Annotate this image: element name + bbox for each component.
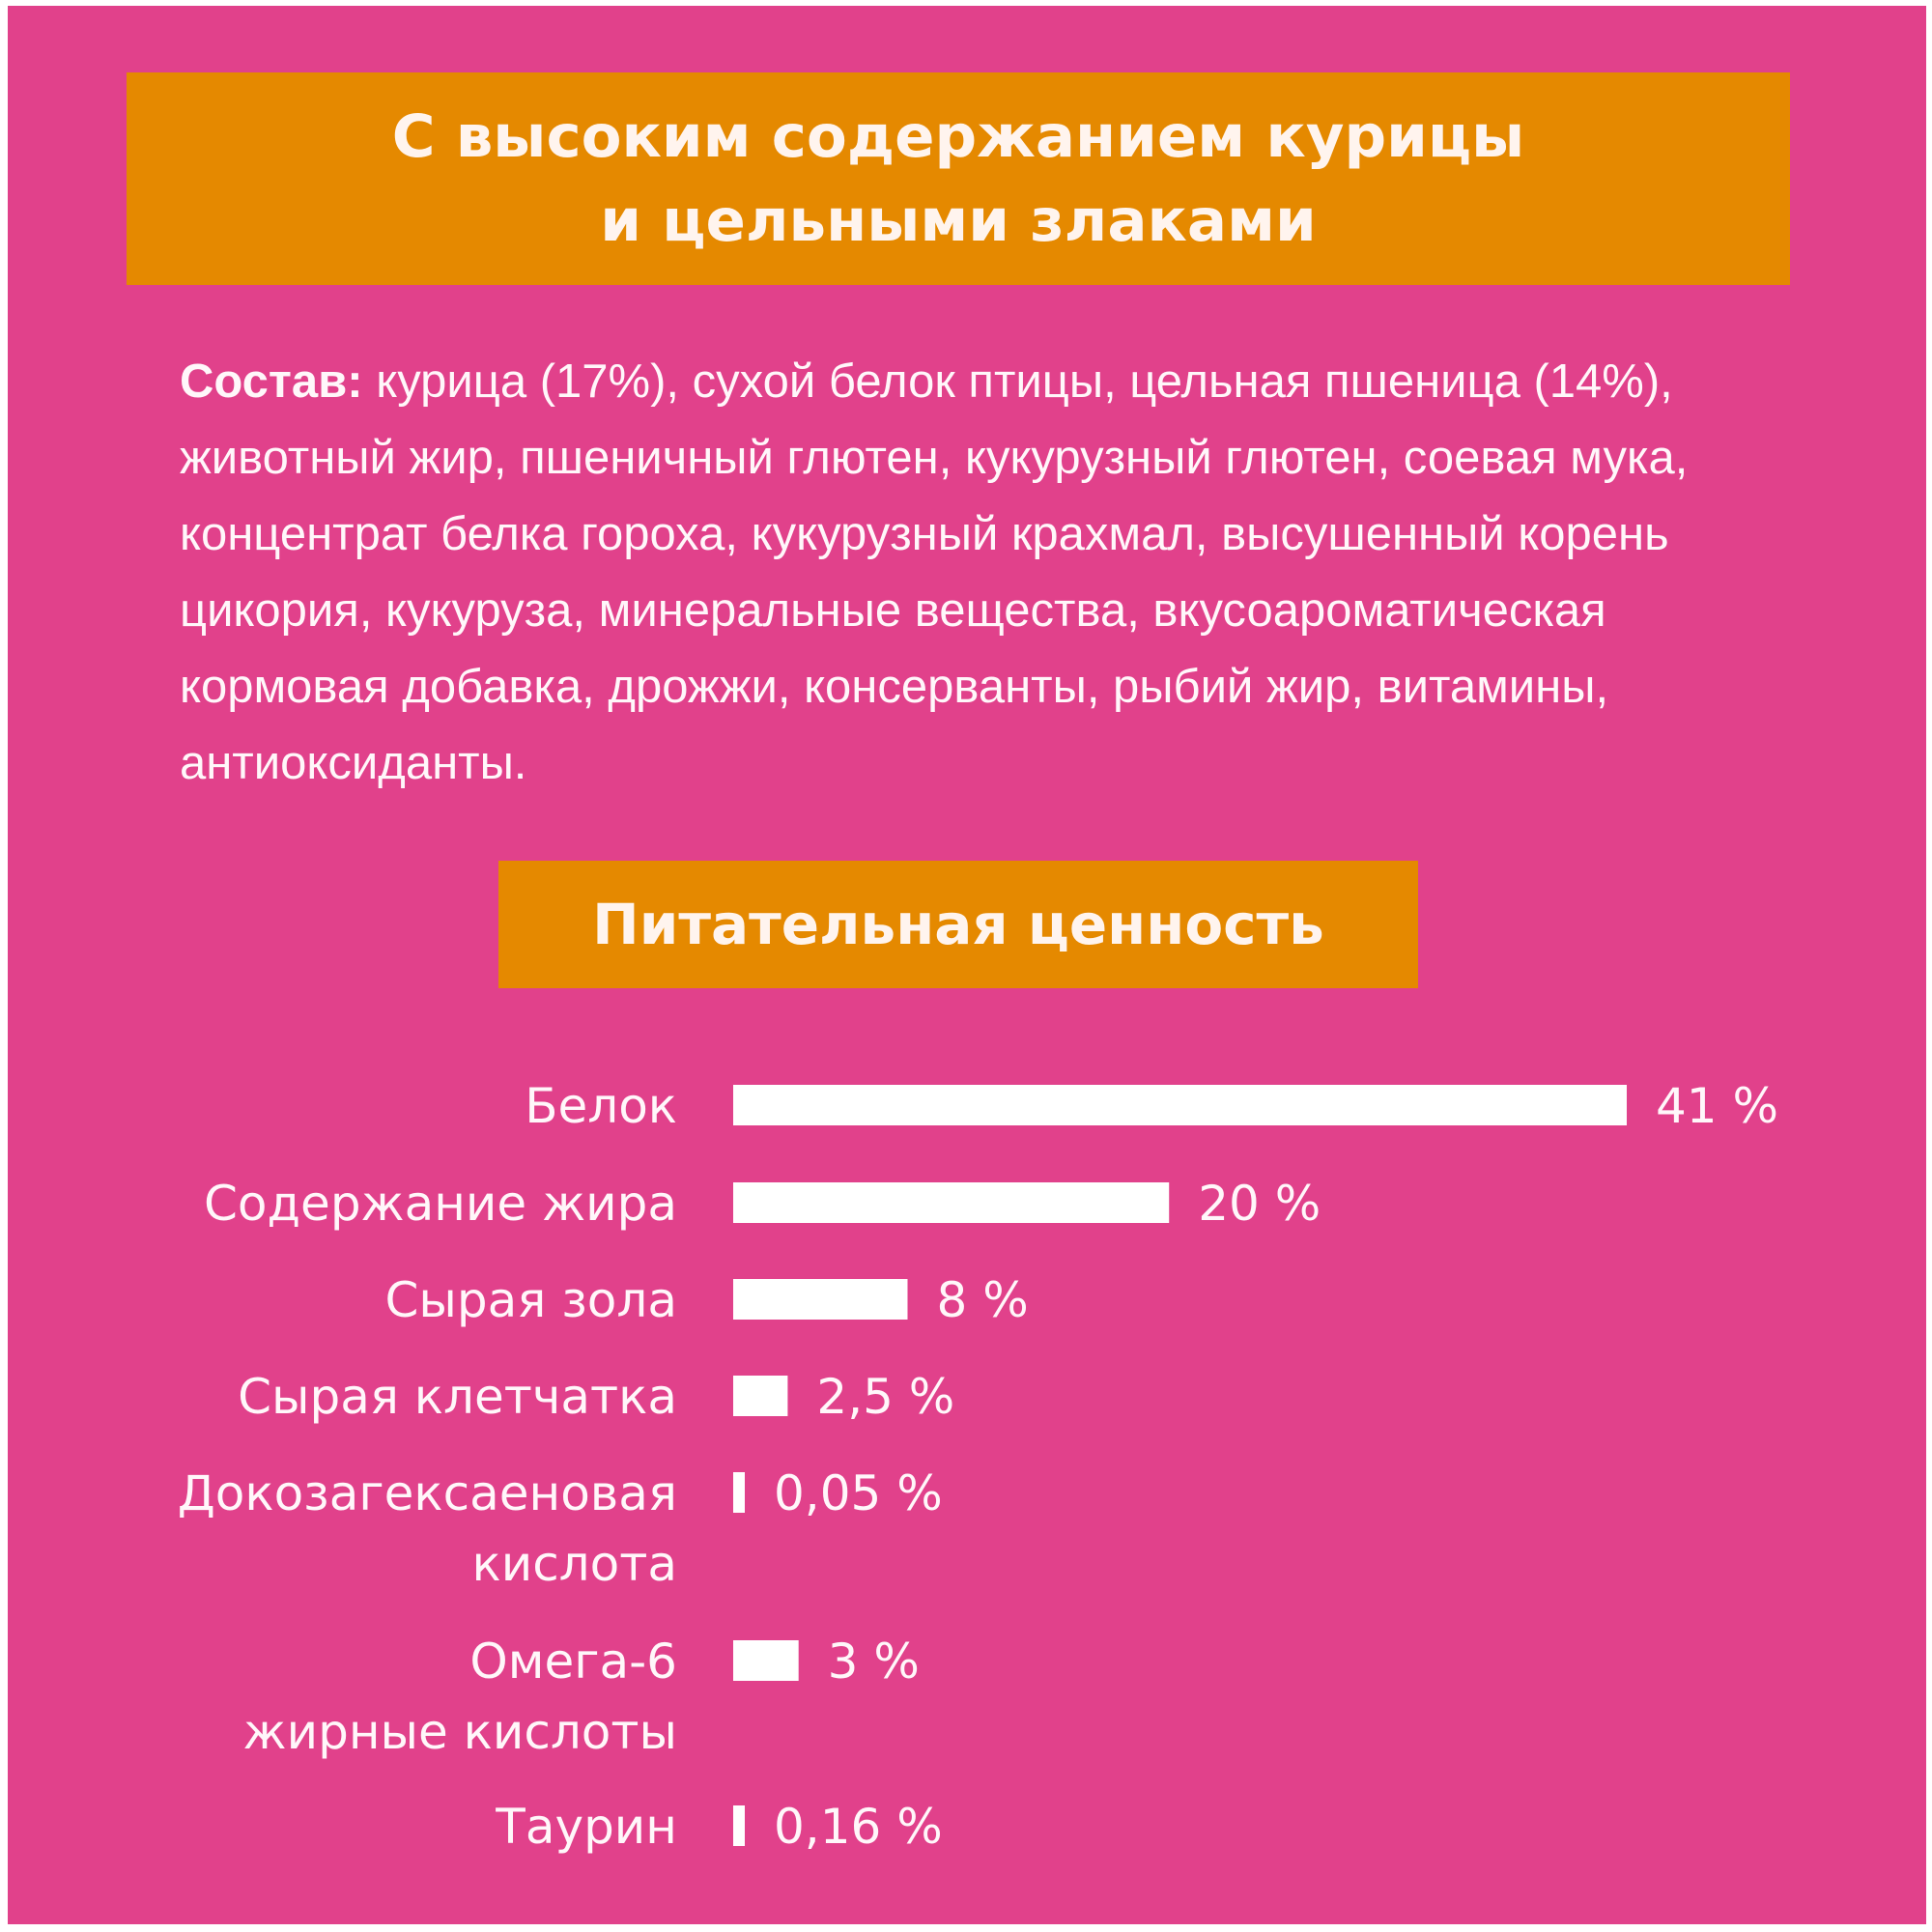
- composition-text: Состав: курица (17%), сухой белок птицы,…: [180, 344, 1749, 802]
- header-line-2: и цельными злаками: [600, 186, 1317, 255]
- nutrition-banner: Питательная ценность: [498, 861, 1418, 988]
- value-label-3: 2,5 %: [816, 1369, 954, 1425]
- category-label-4-line-0: Докозагексаеновая: [178, 1465, 677, 1521]
- category-label-5-line-0: Омега-6: [469, 1634, 677, 1690]
- bar-3: [733, 1376, 788, 1416]
- bar-4: [733, 1472, 745, 1513]
- bar-0: [733, 1085, 1627, 1125]
- nutrition-title: Питательная ценность: [592, 892, 1324, 957]
- category-label-6: Таурин: [495, 1799, 677, 1855]
- bar-2: [733, 1279, 908, 1320]
- category-label-2: Сырая зола: [384, 1272, 677, 1328]
- bar-5: [733, 1640, 799, 1681]
- value-label-0: 41 %: [1656, 1078, 1778, 1134]
- value-label-4: 0,05 %: [774, 1465, 943, 1521]
- value-label-6: 0,16 %: [774, 1799, 943, 1855]
- value-label-5: 3 %: [828, 1634, 920, 1690]
- value-label-2: 8 %: [936, 1272, 1028, 1328]
- composition-label: Состав:: [180, 355, 363, 408]
- bar-6: [733, 1805, 745, 1846]
- header-banner: С высоким содержанием курицы и цельными …: [127, 72, 1790, 285]
- value-label-1: 20 %: [1198, 1176, 1321, 1232]
- header-line-1: С высоким содержанием курицы: [391, 102, 1525, 171]
- category-label-0: Белок: [525, 1078, 677, 1134]
- composition-ingredients: курица (17%), сухой белок птицы, цельная…: [180, 355, 1689, 789]
- category-label-1: Содержание жира: [204, 1176, 677, 1232]
- bar-1: [733, 1182, 1170, 1223]
- category-label-3: Сырая клетчатка: [238, 1369, 677, 1425]
- category-label-4-line-1: кислота: [472, 1536, 678, 1592]
- category-label-5-line-1: жирные кислоты: [243, 1704, 677, 1760]
